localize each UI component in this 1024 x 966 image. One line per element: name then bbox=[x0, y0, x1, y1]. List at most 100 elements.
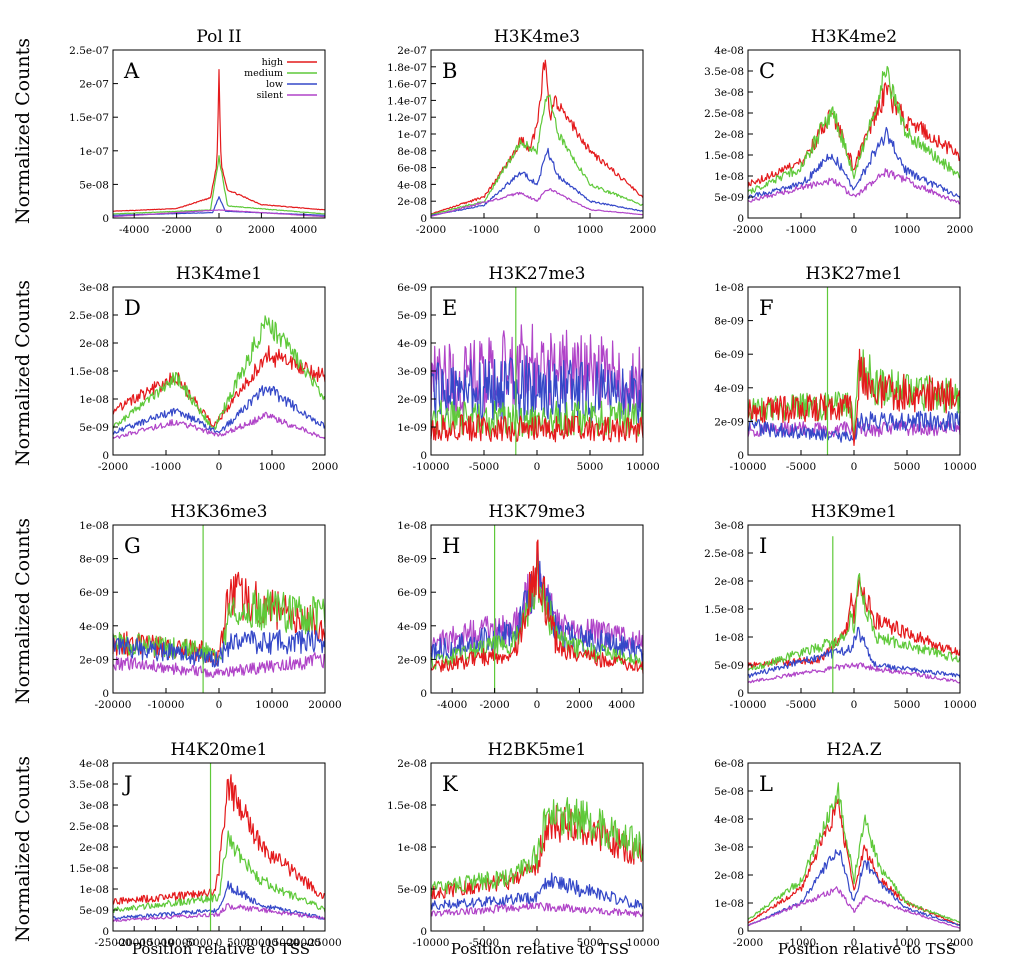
x-tick-label: 2000 bbox=[630, 224, 657, 236]
x-tick-label: -1000 bbox=[469, 224, 499, 236]
y-tick-label: 3e-08 bbox=[714, 87, 744, 99]
x-tick-label: 2000 bbox=[947, 224, 974, 236]
x-tick-label: 2000 bbox=[566, 699, 593, 711]
series-medium-line bbox=[430, 94, 644, 216]
series-low-line bbox=[430, 147, 644, 217]
series-medium-line bbox=[112, 830, 326, 913]
y-tick-label: 5e-09 bbox=[714, 192, 744, 204]
y-tick-label: 4e-08 bbox=[714, 814, 744, 826]
x-tick-label: 0 bbox=[534, 937, 541, 949]
x-tick-label: 25000 bbox=[308, 937, 341, 949]
y-tick-label: 1e-08 bbox=[714, 282, 744, 294]
x-tick-label: -5000 bbox=[469, 937, 499, 949]
legend-label-high: high bbox=[262, 57, 283, 68]
plot-frame bbox=[747, 762, 961, 932]
x-tick-label: 0 bbox=[534, 699, 541, 711]
y-tick-label: 3e-08 bbox=[714, 842, 744, 854]
series-high-line bbox=[112, 69, 326, 213]
x-tick-label: -2000 bbox=[416, 224, 446, 236]
series-low-line bbox=[112, 629, 326, 668]
series-silent-line bbox=[430, 188, 643, 217]
x-tick-label: 0 bbox=[534, 224, 541, 236]
panel-title: H3K27me3 bbox=[489, 264, 586, 284]
x-tick-label: 4000 bbox=[608, 699, 635, 711]
panel-title: H3K4me1 bbox=[176, 264, 262, 284]
x-tick-label: -10000 bbox=[148, 699, 185, 711]
x-tick-label: -2000 bbox=[161, 224, 191, 236]
x-tick-label: 0 bbox=[216, 224, 223, 236]
panel-letter: C bbox=[759, 59, 775, 83]
x-tick-label: 0 bbox=[216, 699, 223, 711]
y-tick-label: 1e-08 bbox=[714, 632, 744, 644]
x-tick-label: 20000 bbox=[287, 937, 320, 949]
y-tick-label: 2.5e-08 bbox=[704, 108, 744, 120]
x-tick-label: 2000 bbox=[248, 224, 275, 236]
x-tick-label: -10000 bbox=[413, 461, 450, 473]
y-tick-label: 4e-09 bbox=[397, 338, 427, 350]
x-tick-label: 1000 bbox=[259, 461, 286, 473]
x-tick-label: 10000 bbox=[943, 461, 976, 473]
y-tick-label: 2e-07 bbox=[397, 45, 427, 57]
x-tick-label: 0 bbox=[216, 461, 223, 473]
x-tick-label: 2000 bbox=[312, 461, 339, 473]
y-tick-label: 2e-08 bbox=[714, 129, 744, 141]
series-high-line bbox=[430, 539, 644, 674]
y-tick-label: 8e-09 bbox=[397, 554, 427, 566]
y-tick-label: 1e-09 bbox=[397, 422, 427, 434]
x-tick-label: -25000 bbox=[95, 937, 132, 949]
y-tick-label: 5e-09 bbox=[79, 422, 109, 434]
y-tick-label: 0 bbox=[420, 450, 427, 462]
y-tick-label: 8e-09 bbox=[79, 554, 109, 566]
x-tick-label: -1000 bbox=[151, 461, 181, 473]
x-tick-label: 0 bbox=[534, 461, 541, 473]
series-silent-line bbox=[430, 902, 644, 918]
y-tick-label: 0 bbox=[737, 926, 744, 938]
x-tick-label: 10000 bbox=[626, 937, 659, 949]
x-tick-label: -1000 bbox=[786, 224, 816, 236]
x-tick-label: 1000 bbox=[894, 224, 921, 236]
y-tick-label: 0 bbox=[102, 926, 109, 938]
x-tick-label: -2000 bbox=[733, 224, 763, 236]
panel-title: H3K27me1 bbox=[806, 264, 903, 284]
x-tick-label: -5000 bbox=[786, 699, 816, 711]
panel-title: H2A.Z bbox=[826, 740, 881, 760]
y-tick-label: 0 bbox=[102, 213, 109, 225]
y-tick-label: 1e-08 bbox=[397, 842, 427, 854]
y-tick-label: 1e-08 bbox=[79, 394, 109, 406]
panel-title: Pol II bbox=[196, 27, 241, 47]
x-tick-label: 10000 bbox=[255, 699, 288, 711]
y-tick-label: 1.5e-08 bbox=[69, 863, 109, 875]
x-tick-label: -4000 bbox=[437, 699, 467, 711]
y-tick-label: 2e-09 bbox=[79, 654, 109, 666]
y-tick-label: 1e-08 bbox=[714, 171, 744, 183]
y-tick-label: 2e-08 bbox=[714, 576, 744, 588]
y-tick-label: 2e-08 bbox=[397, 758, 427, 770]
y-tick-label: 3e-08 bbox=[79, 282, 109, 294]
panel-letter: A bbox=[123, 59, 140, 83]
y-tick-label: 2.5e-08 bbox=[704, 548, 744, 560]
y-tick-label: 2e-07 bbox=[79, 79, 109, 91]
x-tick-label: -10000 bbox=[730, 699, 767, 711]
y-tick-label: 6e-09 bbox=[714, 349, 744, 361]
y-tick-label: 1.4e-07 bbox=[387, 95, 427, 107]
panel-title: H3K4me3 bbox=[494, 27, 580, 47]
y-tick-label: 2.5e-08 bbox=[69, 310, 109, 322]
series-high-line bbox=[747, 82, 961, 188]
y-tick-label: 1.5e-08 bbox=[704, 604, 744, 616]
y-tick-label: 4e-08 bbox=[714, 45, 744, 57]
series-silent-line bbox=[112, 902, 326, 923]
x-tick-label: -10000 bbox=[730, 461, 767, 473]
x-tick-label: -5000 bbox=[469, 461, 499, 473]
series-low-line bbox=[747, 849, 961, 927]
series-high-line bbox=[747, 798, 961, 926]
y-tick-label: 5e-09 bbox=[397, 310, 427, 322]
y-tick-label: 1.5e-08 bbox=[387, 800, 427, 812]
series-high-line bbox=[747, 348, 961, 446]
y-tick-label: 2e-09 bbox=[397, 394, 427, 406]
